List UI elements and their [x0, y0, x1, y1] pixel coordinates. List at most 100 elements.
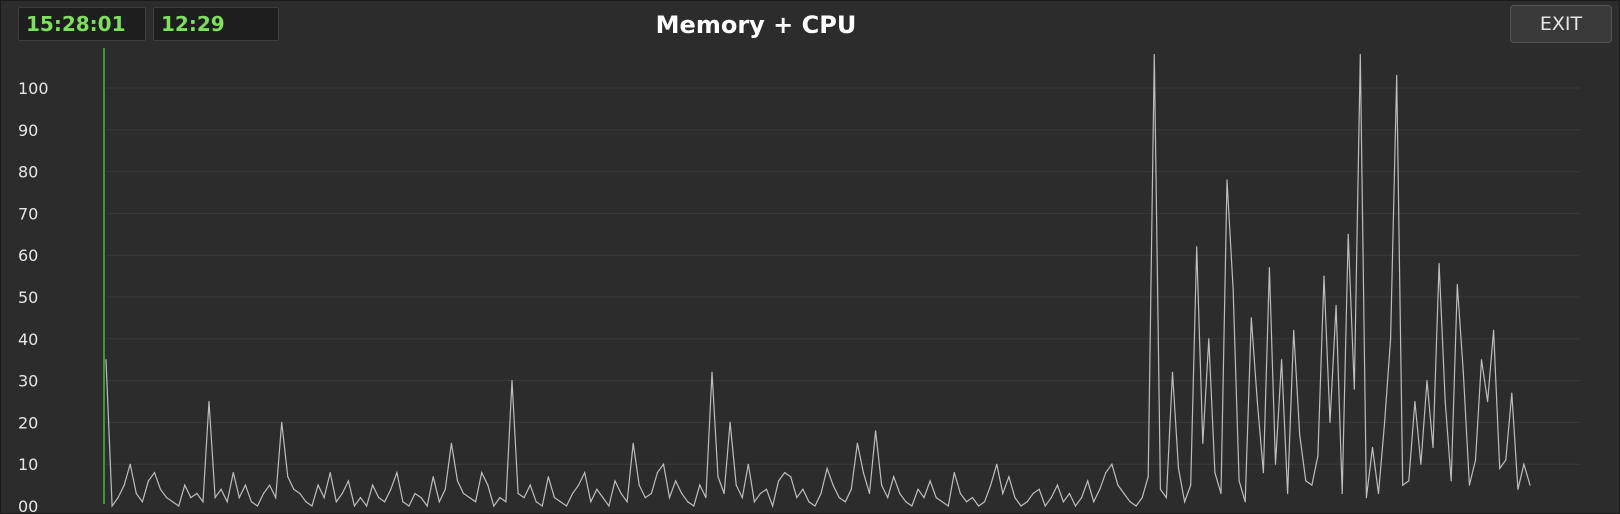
data-point [559, 501, 562, 503]
data-point [335, 501, 337, 503]
data-point [681, 492, 683, 495]
data-point [1165, 497, 1167, 499]
data-point [438, 501, 440, 503]
data-point [862, 472, 865, 474]
data-point [1196, 246, 1198, 248]
data-point [311, 505, 313, 507]
data-point [1002, 492, 1004, 495]
data-point [1135, 505, 1137, 507]
data-point [1511, 392, 1513, 394]
data-point [887, 497, 889, 499]
data-point [893, 476, 895, 478]
data-point [1341, 492, 1343, 495]
data-point [329, 472, 331, 474]
data-point [1438, 263, 1440, 265]
data-point [214, 497, 216, 499]
data-point [923, 497, 925, 499]
data-point [462, 492, 465, 495]
y-tick-label: 100 [18, 79, 49, 98]
data-point [668, 497, 671, 499]
data-point [1044, 505, 1046, 507]
data-point [1068, 492, 1071, 495]
y-tick-label: 50 [18, 288, 38, 307]
data-point [814, 505, 816, 507]
data-point [1311, 484, 1313, 486]
data-point [135, 492, 137, 495]
data-point [293, 488, 295, 490]
data-point [905, 501, 907, 503]
data-point [1129, 501, 1131, 503]
data-point [1281, 359, 1283, 361]
y-tick-label: 80 [18, 163, 38, 182]
data-point [1426, 380, 1428, 382]
data-point [941, 501, 943, 503]
exit-button[interactable]: EXIT [1510, 5, 1612, 43]
data-point [535, 501, 537, 503]
data-point [238, 497, 240, 499]
data-point [1402, 484, 1404, 486]
data-point [1523, 463, 1525, 465]
data-point [1074, 505, 1077, 507]
data-point [1517, 488, 1519, 490]
data-point [1499, 467, 1501, 469]
data-point [1474, 459, 1477, 461]
data-point [1480, 359, 1483, 361]
data-point [765, 488, 768, 490]
data-point [262, 492, 265, 495]
data-point [1390, 338, 1392, 340]
data-point [493, 505, 495, 507]
data-point [1468, 484, 1470, 486]
data-point [1153, 54, 1155, 56]
data-point [778, 480, 780, 482]
data-point [578, 484, 580, 486]
data-point [1487, 400, 1489, 403]
data-point [590, 501, 592, 503]
data-point [705, 497, 707, 499]
data-point [1117, 484, 1119, 486]
data-point [656, 472, 659, 474]
data-point [1359, 54, 1361, 56]
data-point [1105, 472, 1107, 474]
data-point [208, 400, 210, 403]
data-point [1287, 492, 1289, 495]
data-point [1317, 455, 1319, 457]
data-point [1444, 400, 1446, 403]
data-point [390, 488, 392, 490]
data-point [1450, 480, 1452, 482]
series-line [105, 54, 1531, 509]
data-point [856, 442, 859, 444]
data-point [990, 484, 992, 486]
data-point [317, 484, 319, 486]
data-point [820, 492, 822, 495]
data-point [602, 497, 604, 499]
data-point [711, 371, 713, 373]
data-point [1335, 304, 1337, 306]
data-point [753, 501, 756, 503]
data-point [1020, 505, 1022, 507]
data-point [275, 497, 277, 499]
data-point [620, 492, 622, 495]
data-point [159, 488, 162, 490]
y-tick-label: 00 [18, 497, 38, 514]
data-point [469, 497, 471, 499]
data-point [1032, 492, 1034, 495]
data-point [141, 501, 143, 503]
data-point [1008, 476, 1010, 478]
data-point [796, 497, 798, 499]
data-point [487, 484, 489, 486]
data-point [129, 463, 131, 465]
data-point [147, 480, 149, 482]
data-point [838, 497, 840, 499]
data-point [790, 476, 792, 478]
data-point [735, 484, 737, 486]
data-point [111, 505, 113, 507]
data-point [190, 497, 192, 499]
data-point [881, 484, 883, 486]
data-point [687, 501, 689, 503]
data-point [953, 472, 955, 474]
data-point [529, 484, 531, 486]
data-point [911, 505, 913, 507]
data-point [875, 430, 877, 432]
